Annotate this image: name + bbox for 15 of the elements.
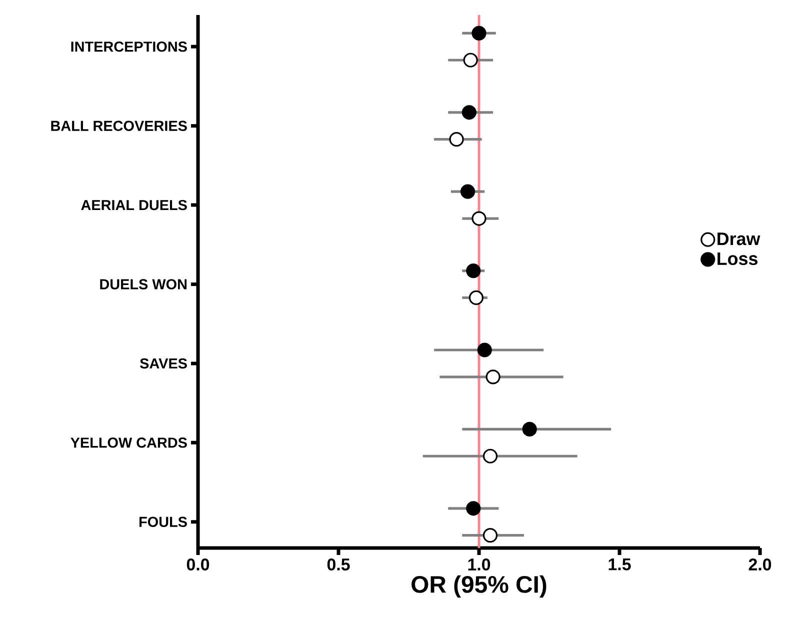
y-tick-label: FOULS bbox=[140, 516, 187, 527]
x-tick-label: 1.5 bbox=[608, 558, 631, 570]
x-axis-title: OR (95% CI) bbox=[412, 575, 546, 598]
y-tick-label: SAVES bbox=[140, 358, 187, 369]
x-tick-label: 1.0 bbox=[468, 558, 490, 571]
y-tick-label: INTERCEPTIONS bbox=[71, 42, 187, 52]
x-tick-label: 0.5 bbox=[327, 558, 350, 571]
legend-label: Draw bbox=[718, 232, 760, 246]
x-tick-label: 2.0 bbox=[748, 558, 772, 571]
y-tick-label: YELLOW CARDS bbox=[70, 438, 187, 448]
legend-label: Loss bbox=[718, 252, 758, 266]
y-tick-label: BALL RECOVERIES bbox=[51, 120, 187, 131]
x-tick-label: 0.0 bbox=[186, 558, 210, 571]
y-tick-label: AERIAL DUELS bbox=[81, 200, 187, 210]
y-tick-label: DUELS WON bbox=[100, 279, 187, 290]
